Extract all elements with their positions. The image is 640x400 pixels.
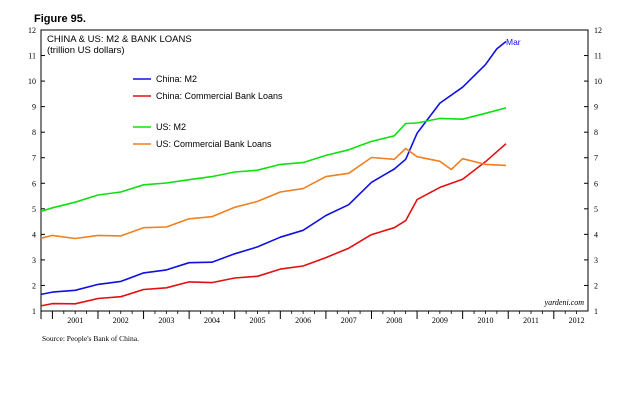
x-tick-label: 2012 [569, 316, 585, 325]
y-tick-label-left: 12 [28, 26, 36, 35]
y-tick-label-right: 9 [594, 103, 598, 112]
chart-subtitle: (trillion US dollars) [47, 45, 125, 56]
chart-title: CHINA & US: M2 & BANK LOANS [47, 34, 192, 45]
x-tick-label: 2005 [250, 316, 266, 325]
y-tick-label-right: 10 [594, 77, 602, 86]
source-note: Source: People's Bank of China. [42, 334, 139, 343]
x-tick-label: 2004 [204, 316, 220, 325]
legend: China: M2 China: Commercial Bank Loans U… [133, 74, 283, 149]
y-tick-label-left: 6 [32, 179, 36, 188]
y-tick-label-right: 5 [594, 205, 598, 214]
x-tick-label: 2009 [432, 316, 448, 325]
x-tick-label: 2001 [67, 316, 83, 325]
legend-label-us-m2: US: M2 [156, 122, 186, 132]
series-lines [40, 40, 507, 307]
y-tick-label-left: 7 [32, 154, 36, 163]
series-end-label: Mar [506, 37, 521, 47]
y-tick-label-left: 5 [32, 205, 36, 214]
legend-label-china-m2: China: M2 [156, 74, 197, 84]
y-tick-label-right: 2 [594, 281, 598, 290]
y-tick-label-left: 8 [32, 128, 36, 137]
y-tick-label-right: 6 [594, 179, 598, 188]
y-tick-label-left: 10 [28, 77, 36, 86]
y-tick-label-right: 8 [594, 128, 598, 137]
legend-label-us-loans: US: Commercial Bank Loans [156, 139, 272, 149]
y-tick-label-right: 12 [594, 26, 602, 35]
x-tick-label: 2008 [386, 316, 402, 325]
y-tick-label-left: 3 [32, 256, 36, 265]
x-tick-label: 2003 [158, 316, 174, 325]
x-tick-label: 2011 [523, 316, 539, 325]
figure-label: Figure 95. [34, 13, 86, 25]
y-tick-label-left: 11 [28, 52, 36, 61]
y-tick-label-left: 1 [32, 307, 36, 316]
y-tick-label-right: 7 [594, 154, 598, 163]
y-tick-label-right: 4 [594, 230, 598, 239]
legend-label-china-loans: China: Commercial Bank Loans [156, 91, 283, 101]
y-tick-label-right: 11 [594, 52, 602, 61]
plot-frame [40, 29, 589, 312]
x-tick-label: 2007 [341, 316, 357, 325]
china-m2-line [40, 40, 507, 296]
y-tick-label-right: 1 [594, 307, 598, 316]
china-loans-line [40, 143, 507, 307]
us-m2-line [40, 107, 507, 213]
y-tick-label-left: 2 [32, 281, 36, 290]
y-tick-label-left: 4 [32, 230, 36, 239]
y-tick-label-left: 9 [32, 103, 36, 112]
credit-label: yardeni.com [544, 298, 585, 307]
x-tick-label: 2010 [477, 316, 493, 325]
y-tick-label-right: 3 [594, 256, 598, 265]
x-axis: 2001 2002 2003 2004 2005 2006 2007 2008 2009 2010… [40, 311, 585, 325]
x-tick-label: 2006 [295, 316, 311, 325]
us-loans-line [40, 147, 507, 240]
x-tick-label: 2002 [113, 316, 129, 325]
